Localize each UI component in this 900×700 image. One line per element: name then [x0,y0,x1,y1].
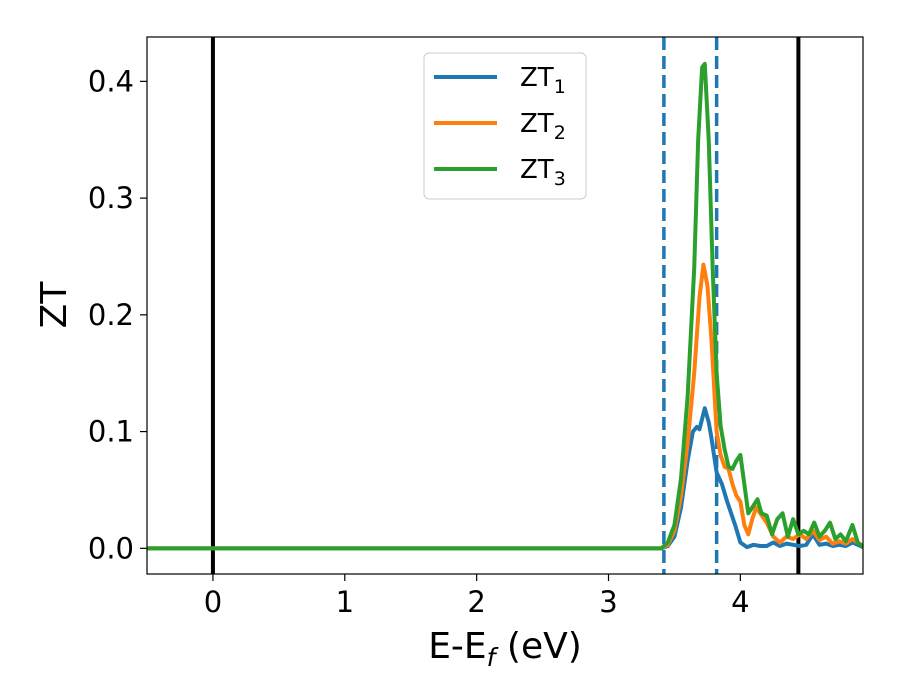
vertical-reference-lines [210,37,801,574]
y-tick-label: 0.1 [88,415,134,449]
x-tick-label: 0 [204,585,222,619]
legend-label-zt3: ZT3 [520,155,566,190]
y-tick-label: 0.2 [88,298,134,332]
x-tick-label: 2 [467,585,485,619]
x-tick-label: 1 [336,585,354,619]
x-tick-label: 3 [599,585,617,619]
y-axis-label: ZT [34,281,75,329]
y-tick-label: 0.3 [88,181,134,215]
series-line-zt3 [147,61,863,551]
series-line-zt1 [147,406,863,551]
series-lines [147,61,863,551]
legend-label-zt2: ZT2 [520,109,566,144]
x-tick-label: 4 [731,585,749,619]
y-tick-label: 0.0 [88,531,134,565]
legend-label-zt1: ZT1 [520,63,566,98]
series-line-zt2 [147,262,863,551]
legend: ZT1 ZT2 ZT3 [423,52,587,200]
plot-frame [146,36,864,575]
legend-box [423,52,587,200]
x-axis-ticks: 0 1 2 3 4 [204,574,750,619]
y-axis-ticks: 0.0 0.1 0.2 0.3 0.4 [88,64,147,565]
y-tick-label: 0.4 [88,64,134,98]
x-axis-label: E-Ef (eV) [428,626,582,672]
